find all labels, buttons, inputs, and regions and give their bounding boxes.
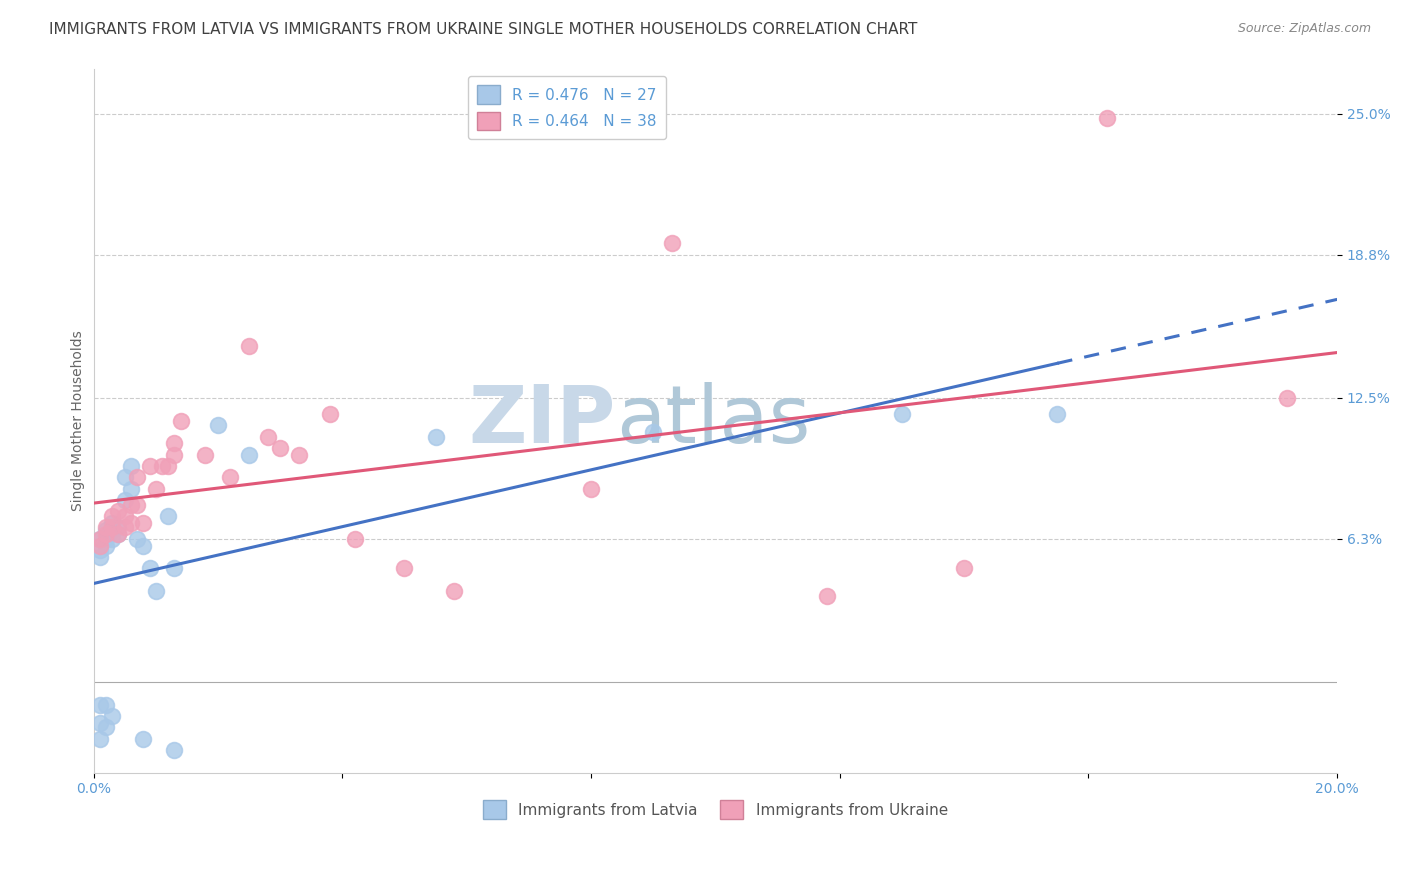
Point — [120, 482, 142, 496]
Point — [89, 731, 111, 746]
Point — [94, 720, 117, 734]
Point — [157, 458, 180, 473]
Point — [256, 429, 278, 443]
Point — [89, 532, 111, 546]
Point — [238, 448, 260, 462]
Point — [319, 407, 342, 421]
Point — [94, 523, 117, 537]
Text: IMMIGRANTS FROM LATVIA VS IMMIGRANTS FROM UKRAINE SINGLE MOTHER HOUSEHOLDS CORRE: IMMIGRANTS FROM LATVIA VS IMMIGRANTS FRO… — [49, 22, 918, 37]
Point — [89, 715, 111, 730]
Point — [163, 436, 186, 450]
Point — [287, 448, 309, 462]
Point — [219, 470, 242, 484]
Point — [89, 549, 111, 564]
Point — [101, 532, 124, 546]
Point — [132, 731, 155, 746]
Point — [443, 584, 465, 599]
Point — [661, 236, 683, 251]
Point — [89, 698, 111, 712]
Point — [101, 516, 124, 530]
Point — [114, 470, 136, 484]
Point — [89, 532, 111, 546]
Point — [120, 498, 142, 512]
Point — [114, 520, 136, 534]
Point — [163, 448, 186, 462]
Point — [94, 532, 117, 546]
Point — [132, 516, 155, 530]
Point — [120, 516, 142, 530]
Text: Source: ZipAtlas.com: Source: ZipAtlas.com — [1237, 22, 1371, 36]
Point — [150, 458, 173, 473]
Point — [1046, 407, 1069, 421]
Point — [890, 407, 912, 421]
Point — [953, 561, 976, 575]
Point — [207, 418, 229, 433]
Point — [138, 561, 160, 575]
Point — [238, 339, 260, 353]
Point — [269, 441, 291, 455]
Point — [94, 520, 117, 534]
Point — [163, 561, 186, 575]
Point — [114, 509, 136, 524]
Point — [94, 698, 117, 712]
Point — [127, 498, 149, 512]
Point — [425, 429, 447, 443]
Point — [1277, 391, 1299, 405]
Point — [107, 527, 129, 541]
Legend: Immigrants from Latvia, Immigrants from Ukraine: Immigrants from Latvia, Immigrants from … — [477, 794, 953, 825]
Point — [94, 539, 117, 553]
Point — [145, 584, 167, 599]
Point — [89, 539, 111, 553]
Point — [107, 527, 129, 541]
Point — [132, 539, 155, 553]
Y-axis label: Single Mother Households: Single Mother Households — [72, 330, 86, 511]
Point — [643, 425, 665, 439]
Point — [101, 509, 124, 524]
Point — [120, 458, 142, 473]
Point — [127, 532, 149, 546]
Point — [101, 520, 124, 534]
Point — [89, 543, 111, 558]
Point — [1095, 112, 1118, 126]
Point — [101, 523, 124, 537]
Point — [94, 527, 117, 541]
Point — [815, 589, 838, 603]
Point — [157, 509, 180, 524]
Point — [163, 743, 186, 757]
Point — [579, 482, 602, 496]
Point — [194, 448, 217, 462]
Text: ZIP: ZIP — [468, 382, 616, 459]
Point — [114, 493, 136, 508]
Point — [145, 482, 167, 496]
Point — [343, 532, 366, 546]
Point — [107, 504, 129, 518]
Point — [101, 709, 124, 723]
Point — [127, 470, 149, 484]
Point — [138, 458, 160, 473]
Text: atlas: atlas — [616, 382, 810, 459]
Point — [394, 561, 416, 575]
Point — [107, 520, 129, 534]
Point — [169, 414, 191, 428]
